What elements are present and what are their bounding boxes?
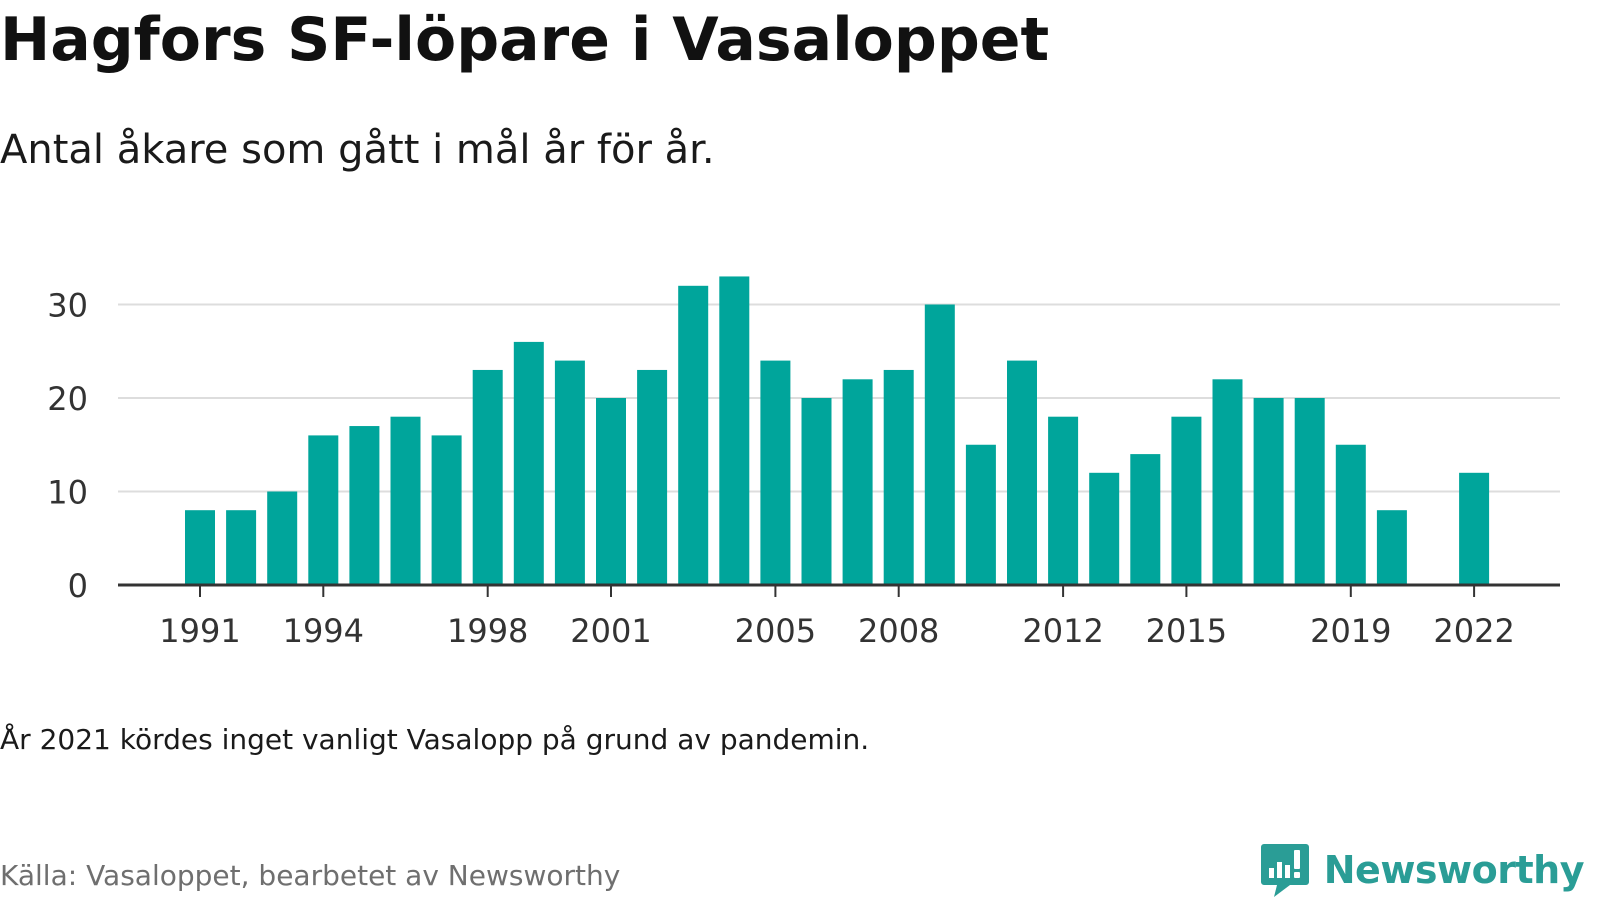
bar-2008	[883, 369, 914, 585]
x-tick-label: 2022	[1433, 612, 1514, 650]
bar-2022	[1459, 472, 1490, 585]
bars	[185, 276, 1490, 585]
bar-1993	[267, 491, 298, 585]
bar-1994	[308, 435, 339, 585]
x-tick-label: 2001	[570, 612, 651, 650]
bar-1995	[349, 426, 380, 585]
bar-1997	[431, 435, 462, 585]
bar-2018	[1294, 398, 1325, 585]
bar-2017	[1253, 398, 1284, 585]
bar-2019	[1335, 444, 1366, 585]
bar-2020	[1376, 510, 1407, 585]
x-tick-label: 2015	[1146, 612, 1227, 650]
brand-name: Newsworthy	[1323, 848, 1585, 892]
bar-2002	[637, 369, 668, 585]
bar-2006	[801, 398, 832, 585]
chart-subtitle: Antal åkare som gått i mål år för år.	[0, 127, 715, 173]
bar-2015	[1171, 416, 1202, 585]
bar-2000	[554, 360, 585, 585]
bar-1998	[472, 369, 503, 585]
x-tick-label: 2005	[735, 612, 816, 650]
bar-2007	[842, 379, 873, 585]
bar-2011	[1007, 360, 1037, 585]
x-tick-label: 2019	[1310, 612, 1391, 650]
bar-2001	[596, 398, 626, 585]
x-axis-ticks: 1991 1994 1998 2001 2005 2008 2012 2015 2019 2022	[159, 585, 1515, 650]
y-axis-ticks: 0 10 20 30	[47, 287, 88, 606]
bar-chart: 0 10 20 30 1991 1994 1998 2001 2005 2008 2012 2015…	[47, 276, 1560, 650]
bar-2009	[924, 304, 955, 585]
x-tick-label: 1994	[283, 612, 364, 650]
bar-2013	[1089, 472, 1120, 585]
x-tick-label: 2008	[858, 612, 939, 650]
y-tick-label: 0	[68, 567, 88, 605]
y-tick-label: 30	[47, 287, 88, 325]
bar-2012	[1048, 416, 1079, 585]
bar-2005	[760, 360, 791, 585]
x-tick-label: 2012	[1022, 612, 1103, 650]
brand-logo: Newsworthy	[1260, 840, 1585, 900]
x-tick-label: 1998	[447, 612, 528, 650]
bar-1999	[513, 341, 544, 585]
chart-note: År 2021 kördes inget vanligt Vasalopp på…	[0, 723, 870, 756]
chart-title: Hagfors SF-löpare i Vasaloppet	[0, 5, 1050, 75]
bar-1996	[390, 416, 421, 585]
bar-2014	[1130, 454, 1161, 585]
newsworthy-logo-icon	[1260, 844, 1309, 897]
x-tick-label: 1991	[159, 612, 240, 650]
bar-2004	[719, 276, 750, 585]
bar-2016	[1212, 379, 1243, 585]
source-text: Källa: Vasaloppet, bearbetet av Newswort…	[0, 859, 621, 892]
bar-1991	[185, 510, 215, 585]
bar-2003	[678, 285, 709, 585]
y-tick-label: 10	[47, 474, 88, 512]
bar-2010	[965, 444, 996, 585]
y-tick-label: 20	[47, 380, 88, 418]
bar-1992	[226, 510, 257, 585]
